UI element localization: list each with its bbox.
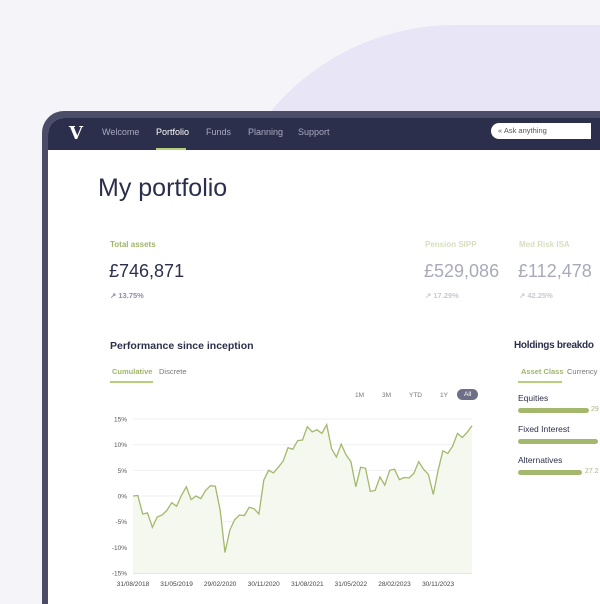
logo: V — [69, 123, 83, 144]
nav-welcome[interactable]: Welcome — [102, 127, 140, 137]
performance-chart: 15% 10% 5% 0% -5% -10% -15% 31/08/2018 31/05/201… — [112, 417, 473, 588]
x-tick-label: 31/05/2022 — [335, 581, 368, 588]
active-tab-indicator — [518, 381, 562, 383]
nav-planning[interactable]: Planning — [248, 127, 284, 137]
performance-title: Performance since inception — [110, 340, 254, 352]
account-value[interactable]: £112,478 — [518, 261, 592, 281]
holding-value: 29 — [591, 406, 599, 413]
nav-portfolio[interactable]: Portfolio — [156, 127, 190, 137]
tab-currency[interactable]: Currency — [567, 367, 598, 376]
range-3m[interactable]: 3M — [382, 392, 392, 399]
range-1m[interactable]: 1M — [355, 392, 365, 399]
search-input[interactable]: « Ask anything — [491, 123, 591, 139]
account-label: Med Risk ISA — [519, 240, 570, 249]
active-tab-indicator — [110, 381, 153, 383]
search-placeholder: Ask anything — [503, 126, 547, 135]
arrow-up-right-icon: ↗ — [110, 291, 117, 300]
active-nav-indicator — [156, 148, 186, 150]
x-tick-label: 28/02/2023 — [378, 581, 411, 588]
account-change: ↗ 42.25% — [519, 291, 553, 300]
range-ytd[interactable]: YTD — [409, 392, 422, 399]
y-tick-label: -5% — [115, 519, 127, 526]
tab-cumulative[interactable]: Cumulative — [112, 367, 153, 376]
tab-asset-class[interactable]: Asset Class — [521, 367, 564, 376]
holding-label: Alternatives — [518, 455, 563, 465]
account-label: Pension SIPP — [425, 240, 477, 249]
chart-area — [133, 424, 472, 573]
arrow-up-right-icon: ↗ — [519, 291, 526, 300]
x-tick-label: 31/08/2021 — [291, 581, 324, 588]
total-assets-label: Total assets — [110, 240, 156, 249]
account-change: ↗ 17.29% — [425, 291, 459, 300]
y-tick-label: 15% — [114, 417, 127, 424]
y-tick-label: -10% — [112, 545, 127, 552]
y-tick-label: 10% — [114, 442, 127, 449]
x-tick-label: 29/02/2020 — [204, 581, 237, 588]
holding-label: Fixed Interest — [518, 424, 570, 434]
tab-discrete[interactable]: Discrete — [159, 367, 187, 376]
sparkle-icon: « — [498, 126, 503, 135]
app-screen: V Welcome Portfolio Funds Planning Suppo… — [48, 118, 600, 604]
range-1y[interactable]: 1Y — [440, 392, 448, 399]
arrow-up-right-icon: ↗ — [425, 291, 432, 300]
holding-value: 27.2 — [585, 468, 599, 475]
y-tick-label: -15% — [112, 571, 127, 578]
holding-bar — [518, 439, 598, 444]
x-tick-label: 31/08/2018 — [117, 581, 150, 588]
device-frame: V Welcome Portfolio Funds Planning Suppo… — [42, 111, 600, 604]
range-all[interactable]: All — [457, 389, 479, 400]
holding-bar — [518, 470, 582, 475]
x-tick-label: 30/11/2023 — [422, 581, 454, 588]
total-assets-value: £746,871 — [109, 261, 185, 281]
chart-line — [132, 422, 473, 553]
account-value[interactable]: £529,086 — [424, 261, 500, 281]
top-nav: V Welcome Portfolio Funds Planning Suppo… — [48, 118, 600, 150]
holdings-title: Holdings breakdo — [514, 340, 594, 351]
holding-label: Equities — [518, 393, 549, 403]
x-tick-label: 30/11/2020 — [248, 581, 280, 588]
page-title: My portfolio — [98, 174, 228, 202]
y-tick-label: 0% — [118, 494, 128, 501]
holding-bar — [518, 408, 589, 413]
nav-funds[interactable]: Funds — [206, 127, 232, 137]
x-tick-label: 31/05/2019 — [160, 581, 193, 588]
y-tick-label: 5% — [118, 468, 128, 475]
nav-support[interactable]: Support — [298, 127, 330, 137]
total-assets-change: ↗ 13.75% — [110, 291, 144, 300]
